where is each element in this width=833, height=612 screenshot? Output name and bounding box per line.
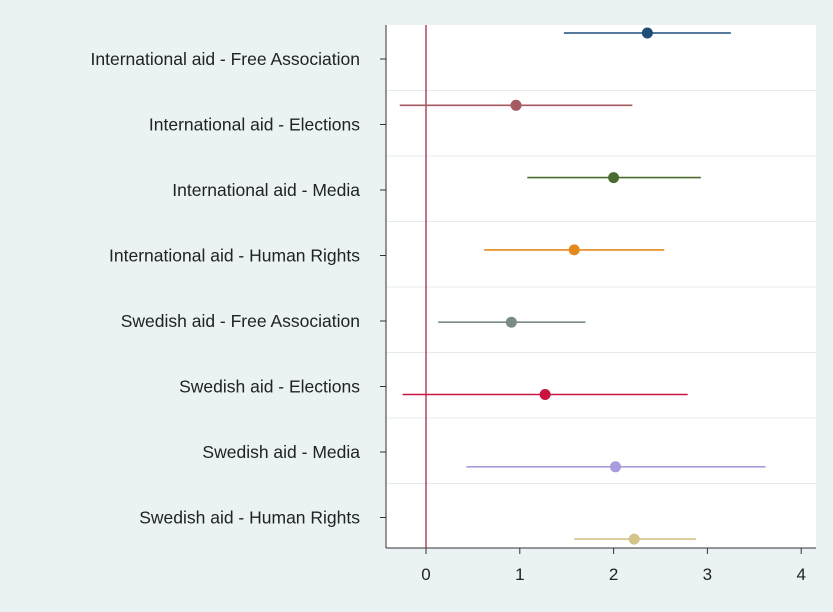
x-tick-label: 0: [421, 565, 430, 584]
point-estimate: [568, 244, 580, 256]
category-label: Swedish aid - Elections: [179, 377, 360, 397]
x-tick-label: 4: [796, 565, 805, 584]
point-estimate: [505, 316, 517, 328]
point-estimate: [510, 99, 522, 111]
point-estimate: [609, 461, 621, 473]
x-tick-label: 3: [703, 565, 712, 584]
category-label: International aid - Media: [172, 180, 360, 200]
category-label: International aid - Free Association: [91, 49, 360, 69]
category-label: International aid - Elections: [149, 115, 360, 135]
category-label: Swedish aid - Free Association: [121, 311, 360, 331]
x-tick-label: 1: [515, 565, 524, 584]
point-estimate: [539, 389, 551, 400]
point-estimate: [628, 533, 640, 545]
category-label: Swedish aid - Media: [202, 442, 360, 462]
point-estimate: [608, 172, 620, 184]
x-tick-label: 2: [609, 565, 618, 584]
category-label: Swedish aid - Human Rights: [139, 508, 360, 528]
point-estimate: [641, 27, 653, 39]
category-label: International aid - Human Rights: [109, 246, 360, 266]
